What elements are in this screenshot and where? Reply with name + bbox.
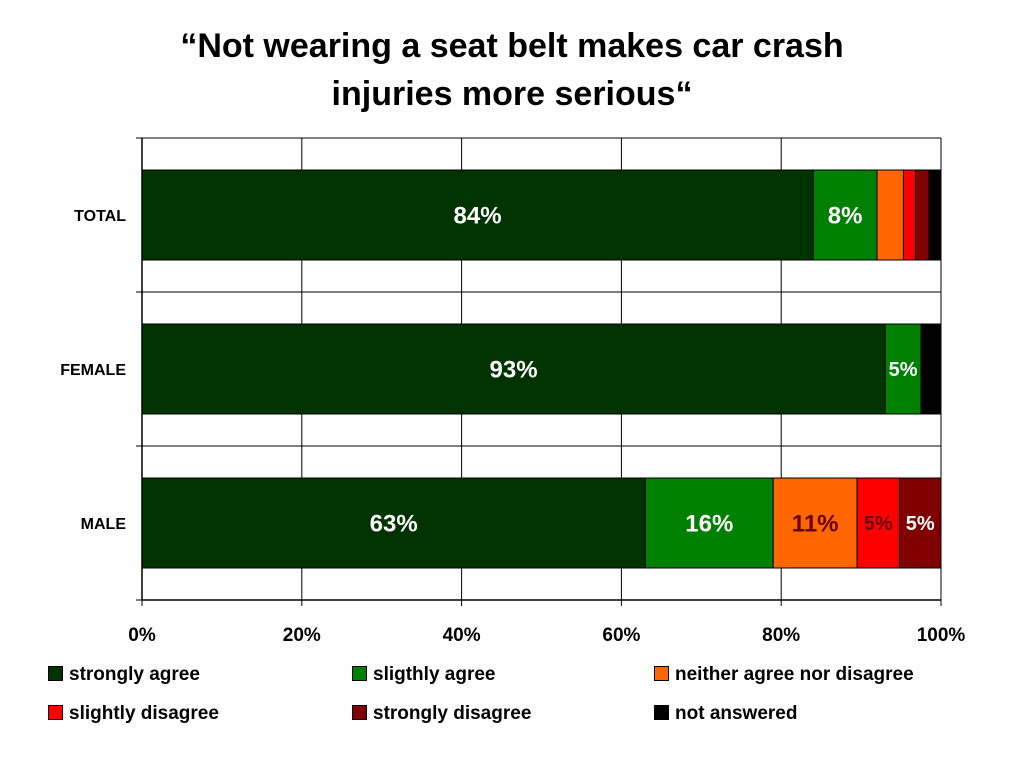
data-label: 5% [889,359,918,381]
data-label: 93% [490,357,538,384]
bar-segment-strongly-disagree [914,169,930,261]
data-label: 11% [792,511,839,538]
legend-swatch [48,666,63,681]
legend-swatch [352,705,367,720]
legend-item: strongly disagree [352,703,531,725]
x-tick-label: 20% [283,625,321,646]
legend-label: not answered [675,703,798,724]
x-tick-label: 60% [602,625,640,646]
bar-segment-not-answered [920,323,942,415]
legend-label: sligthly agree [373,664,496,685]
legend-label: neither agree nor disagree [675,664,914,685]
legend-swatch [654,705,669,720]
legend-swatch [48,705,63,720]
bar-segment-slightly-disagree [902,169,916,261]
y-category-label: TOTAL [74,208,126,225]
legend-item: slightly disagree [48,703,219,725]
legend-item: sligthly agree [352,664,496,686]
chart-plot: 0% 20% 40% 60% 80% 100% TOTAL 84% 8% FEMALE 93% 5% M… [60,137,966,646]
bar-segment-neither-agree-nor-disagree [772,477,858,569]
data-label: 5% [864,513,893,535]
bar-segment-strongly-disagree [898,477,942,569]
legend-item: not answered [654,703,797,725]
bar-segment-strongly-agree [141,323,886,415]
data-label: 84% [454,203,502,230]
legend-swatch [352,666,367,681]
chart-title-line-1: “Not wearing a seat belt makes car crash [180,27,844,65]
x-tick-label: 40% [443,625,481,646]
bar-segment-strongly-agree [141,169,814,261]
legend-label: strongly disagree [373,703,532,724]
legend-label: slightly disagree [69,703,219,724]
y-category-label: FEMALE [60,362,126,379]
y-category-label: MALE [81,516,127,533]
data-label: 63% [370,511,418,538]
legend-label: strongly agree [69,664,200,685]
chart-title: “Not wearing a seat belt makes car crash… [0,22,1024,118]
bar-segment-neither-agree-nor-disagree [876,169,904,261]
legend-item: neither agree nor disagree [654,664,914,686]
data-label: 8% [828,203,863,230]
x-tick-label: 0% [128,625,156,646]
legend-swatch [654,666,669,681]
bar-segment-not-answered [928,169,942,261]
data-label: 16% [685,511,733,538]
x-tick-label: 100% [917,625,966,646]
chart-title-line-2: injuries more serious“ [331,75,693,113]
x-tick-label: 80% [762,625,800,646]
legend-item: strongly agree [48,664,200,686]
bar-segment-strongly-agree [141,477,646,569]
data-label: 5% [906,513,935,535]
